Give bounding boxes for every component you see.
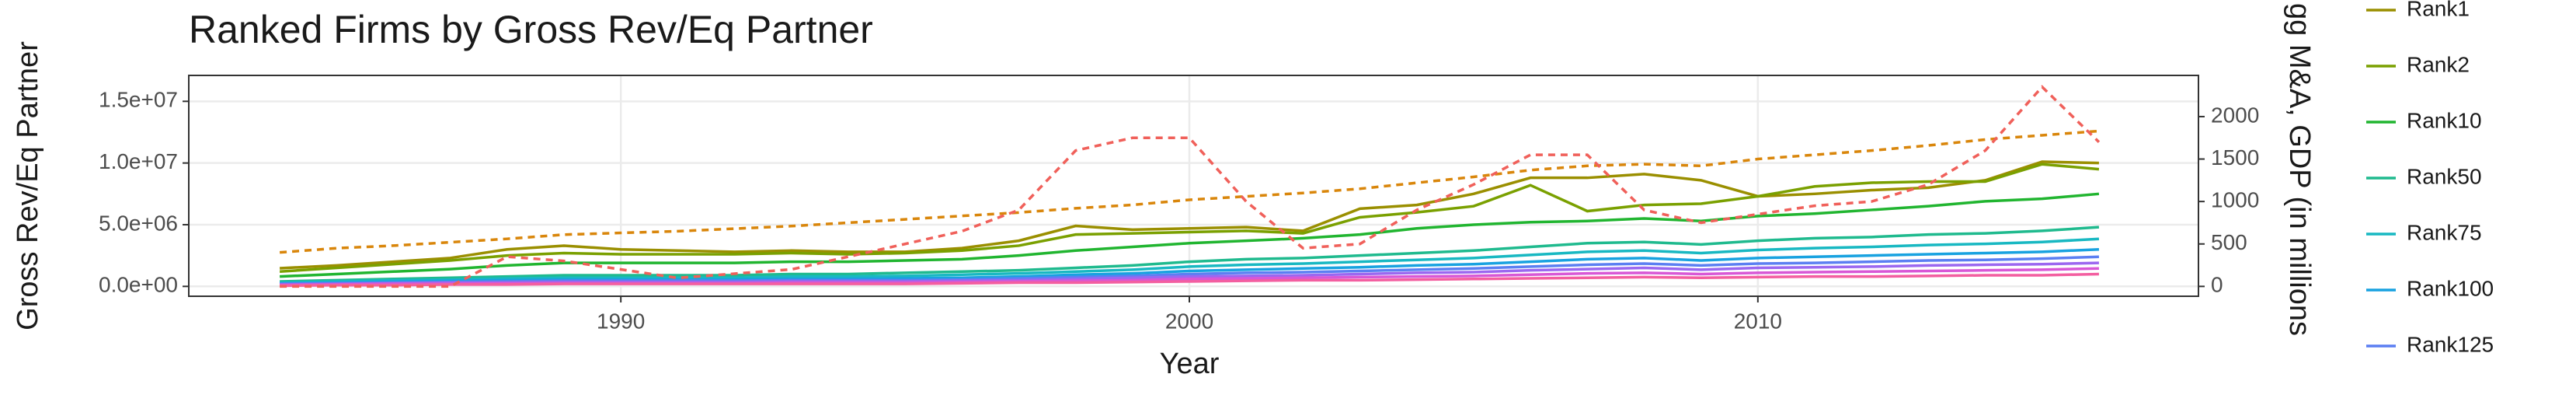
series-line	[280, 225, 2100, 283]
series-line	[280, 237, 2100, 285]
panel-border	[188, 75, 2199, 297]
y-tick-label: 0.0e+00	[99, 273, 178, 297]
legend-label: Rank125	[2407, 332, 2494, 356]
y2-tick-label: 2000	[2211, 103, 2259, 127]
y2-tick-label: 1500	[2211, 145, 2259, 170]
y2-axis-title: gg M&A, GDP (in millions	[2283, 3, 2316, 336]
chart-title: Ranked Firms by Gross Rev/Eq Partner	[189, 8, 873, 51]
legend-label: Rank10	[2407, 108, 2482, 132]
series-line	[280, 85, 2101, 288]
series-line	[279, 163, 2100, 274]
legend-label: Rank50	[2407, 164, 2482, 188]
y2-tick-label: 0	[2211, 273, 2223, 297]
x-tick-label: 2000	[1165, 309, 1213, 333]
series-line	[280, 272, 2099, 288]
legend-label: Rank100	[2407, 276, 2494, 300]
x-tick-label: 2010	[1734, 309, 1782, 333]
series-line	[280, 160, 2099, 270]
y2-tick-label: 500	[2211, 230, 2247, 254]
legend-label: Rank1	[2407, 0, 2470, 20]
x-tick-label: 1990	[597, 309, 645, 333]
y-axis-title: Gross Rev/Eq Partner	[12, 41, 44, 330]
y-tick-label: 1.0e+07	[99, 149, 178, 173]
legend-label: Rank2	[2407, 52, 2470, 76]
y2-tick-label: 1000	[2211, 188, 2259, 212]
series-line	[279, 129, 2100, 254]
y-tick-label: 5.0e+06	[99, 211, 178, 235]
x-axis-title: Year	[1160, 348, 1220, 380]
legend-label: Rank75	[2407, 220, 2482, 244]
y-tick-label: 1.5e+07	[99, 88, 178, 112]
